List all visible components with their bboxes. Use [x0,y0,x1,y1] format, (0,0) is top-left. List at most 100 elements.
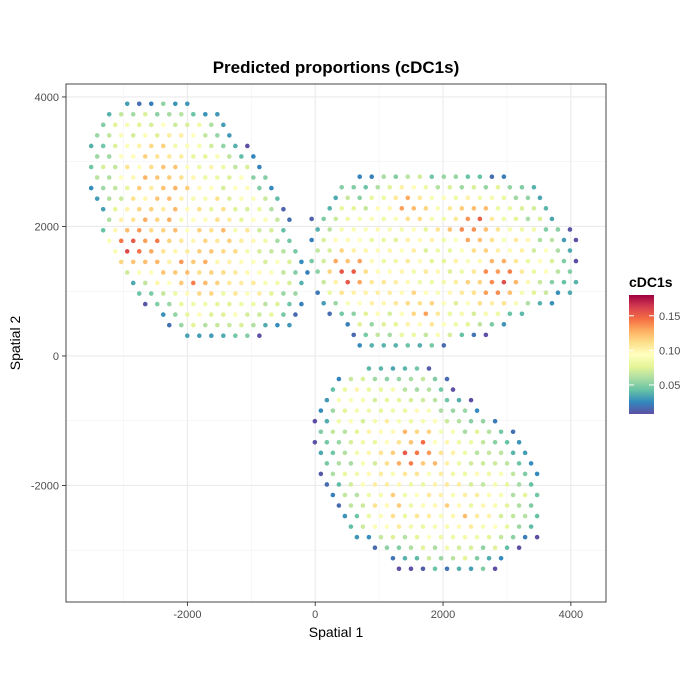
spot-point [345,258,350,264]
spot-point [528,503,534,508]
spot-point [154,133,160,138]
spot-point [287,238,292,244]
spot-point [160,291,166,296]
spot-point [483,290,489,296]
spot-point [233,185,238,191]
spot-point [269,270,274,275]
spot-point [504,524,510,529]
spot-point [215,154,220,159]
spot-point [136,206,142,212]
spot-point [357,343,363,348]
spot-point [366,387,372,392]
spot-point [221,333,226,339]
spot-point [148,249,154,254]
spot-point [184,185,190,191]
spot-point [372,376,378,382]
spot-point [348,482,354,487]
spot-point [239,238,244,244]
spot-point [531,227,537,232]
spot-point [543,290,549,296]
spot-point [381,195,387,201]
spot-point [227,154,232,159]
spot-point [215,259,220,265]
spot-point [384,418,390,424]
spot-point [172,249,178,254]
spot-point [357,237,363,243]
spot-point [197,291,202,296]
spot-point [396,524,402,529]
spot-point [184,101,190,107]
spot-point [474,429,480,435]
spot-point [118,259,124,265]
spot-point [489,195,495,201]
spot-point [233,206,238,212]
spot-point [315,290,320,296]
spot-point [414,387,420,392]
spot-point [239,322,244,328]
spot-point [441,279,447,285]
spot-point [522,492,528,498]
spot-point [130,259,136,265]
spot-point [456,566,462,572]
spot-point [441,300,447,306]
spot-point [510,492,516,498]
spot-point [221,227,226,233]
spot-point [209,333,214,339]
spot-point [184,291,190,296]
spot-point [417,279,423,285]
spot-point [178,196,184,201]
spot-point [354,513,360,519]
spot-point [345,237,350,243]
spot-point [468,482,474,487]
spot-point [426,366,432,371]
spot-point [348,439,354,445]
spot-point [462,534,468,540]
spot-point [405,237,411,243]
spot-point [354,429,360,435]
spot-point [136,122,142,128]
spot-point [543,206,549,211]
spot-point [483,248,489,253]
spot-point [345,195,350,201]
spot-point [333,279,338,285]
spot-point [516,545,522,551]
spot-point [387,227,393,232]
spot-point [363,248,369,253]
spot-point [197,206,202,212]
spot-point [378,408,384,413]
spot-point [522,471,528,477]
spot-point [124,101,130,107]
spot-point [543,269,549,274]
spot-point [429,237,435,243]
spot-point [203,322,208,328]
spot-point [513,258,519,264]
spot-point [360,503,366,508]
spot-point [423,269,429,274]
spot-point [432,461,438,466]
spot-point [124,227,130,233]
spot-point [203,238,208,244]
spot-point [363,311,369,317]
spot-point [519,184,525,190]
spot-point [438,387,444,392]
spot-point [245,164,250,170]
spot-point [345,300,350,306]
spot-point [381,279,387,285]
spot-point [112,164,118,170]
spot-point [390,450,396,456]
spot-point [513,300,519,306]
spot-point [118,217,124,223]
spot-point [411,311,417,317]
spot-point [384,397,390,403]
spot-point [357,279,363,285]
color-legend: cDC1s 0.05 0.10 0.15 [629,274,680,414]
spot-point [251,154,256,159]
spot-point [462,450,468,456]
spot-point [477,279,483,285]
spot-point [166,217,172,223]
spot-point [136,291,142,296]
spot-point [160,206,166,212]
spot-point [504,482,510,487]
spot-point [197,227,202,233]
spot-point [405,300,411,306]
